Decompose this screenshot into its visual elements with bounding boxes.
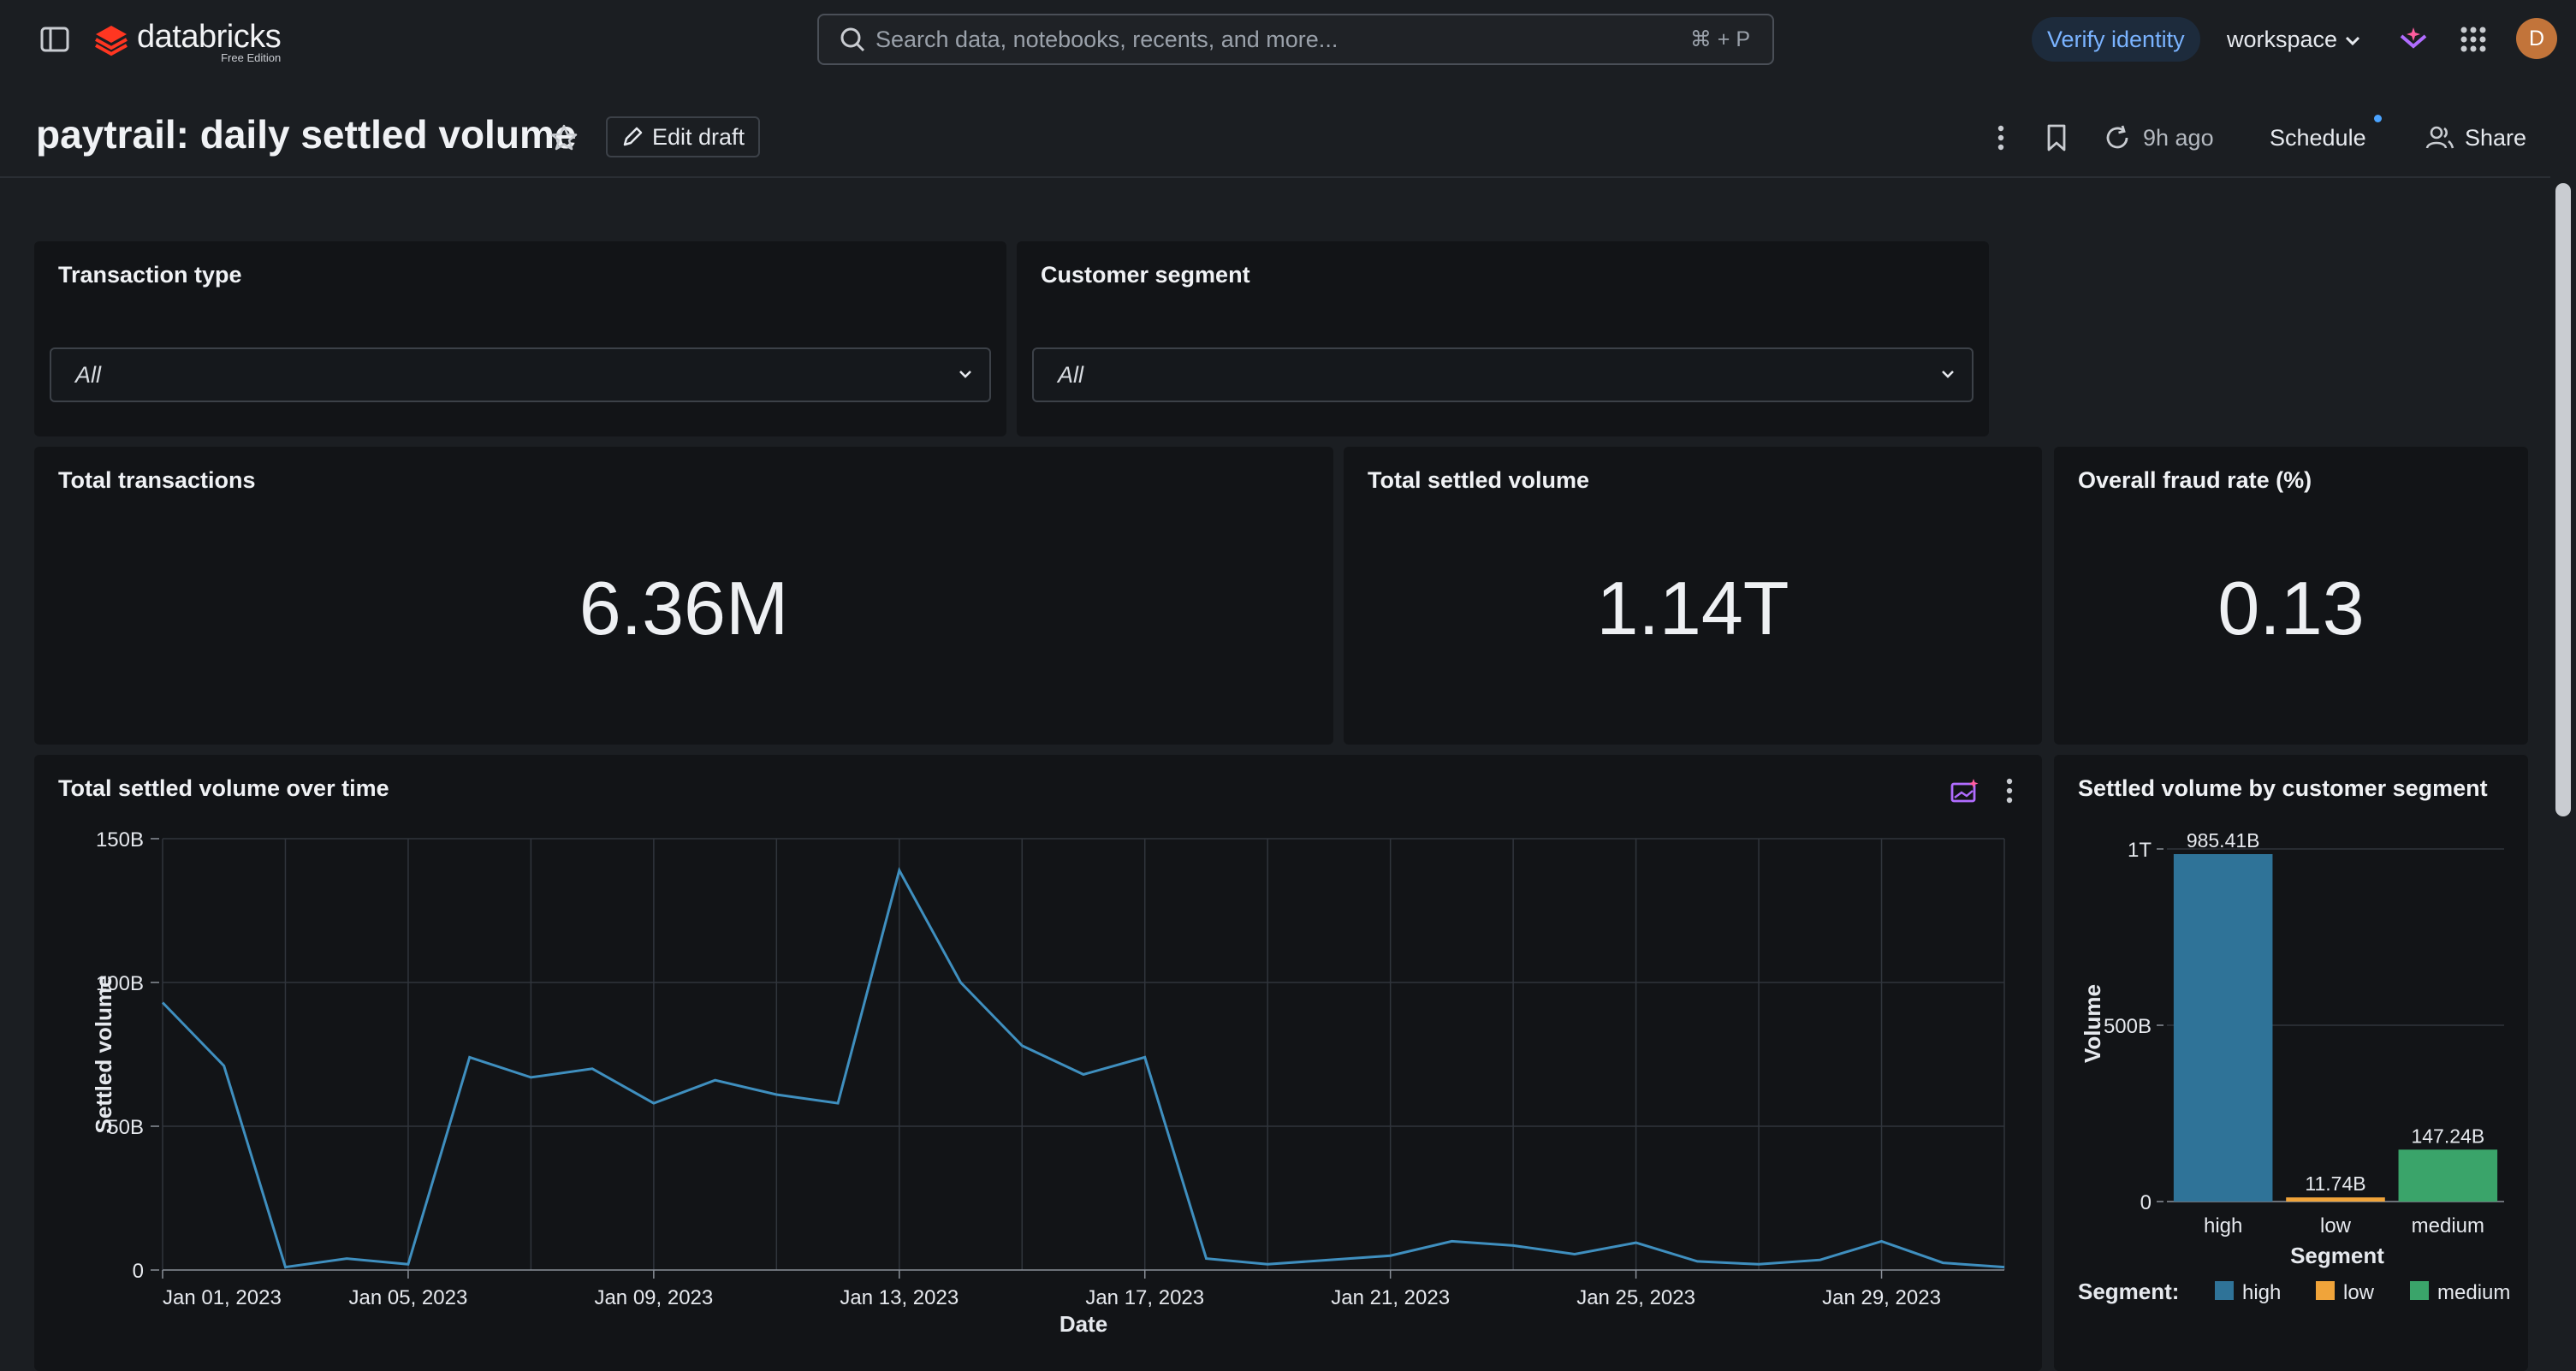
select-value: All <box>75 362 101 389</box>
legend-swatch-medium <box>2410 1281 2429 1300</box>
search-placeholder: Search data, notebooks, recents, and mor… <box>875 27 1338 53</box>
top-bar: databricks Free Edition Search data, not… <box>0 0 2576 82</box>
x-tick-label: Jan 13, 2023 <box>840 1286 959 1309</box>
x-tick-label: medium <box>2412 1214 2484 1237</box>
customer-segment-select[interactable]: All <box>1032 347 1974 402</box>
chevron-down-icon <box>957 361 974 391</box>
refresh-label: 9h ago <box>2143 125 2214 151</box>
bookmark-icon[interactable] <box>2042 122 2071 154</box>
kpi-overall-fraud-rate: Overall fraud rate (%) 0.13 <box>2054 447 2528 745</box>
workspace-selector[interactable]: workspace <box>2227 17 2361 62</box>
sidebar-toggle-icon[interactable] <box>38 24 72 55</box>
workspace-label: workspace <box>2227 27 2337 53</box>
kpi-value: 1.14T <box>1344 565 2042 652</box>
x-tick-label: low <box>2320 1214 2352 1237</box>
kpi-title: Total settled volume <box>1368 467 1589 494</box>
verify-identity-button[interactable]: Verify identity <box>2032 17 2200 62</box>
chevron-down-icon <box>1939 361 1956 391</box>
legend-label[interactable]: high <box>2242 1281 2281 1304</box>
legend-label[interactable]: low <box>2343 1281 2375 1304</box>
search-input[interactable]: Search data, notebooks, recents, and mor… <box>817 14 1774 65</box>
x-tick-label: Jan 21, 2023 <box>1331 1286 1450 1309</box>
chevron-down-icon <box>2344 27 2361 53</box>
databricks-logo-icon <box>94 24 128 61</box>
header-divider <box>0 176 2550 178</box>
legend: high low medium <box>2215 1281 2510 1304</box>
schedule-label: Schedule <box>2270 125 2366 151</box>
apps-grid-icon[interactable] <box>2458 24 2489 55</box>
x-tick-label: Jan 17, 2023 <box>1085 1286 1204 1309</box>
y-tick-label: 0 <box>2140 1191 2152 1214</box>
y-axis-label: Volume <box>2080 984 2105 1063</box>
x-axis-label: Segment <box>2290 1243 2384 1268</box>
transaction-type-select[interactable]: All <box>50 347 991 402</box>
y-tick-label: 1T <box>2128 839 2152 862</box>
bar-high[interactable] <box>2174 854 2273 1202</box>
edit-draft-button[interactable]: Edit draft <box>606 116 760 157</box>
x-tick-label: Jan 09, 2023 <box>594 1286 713 1309</box>
legend-swatch-low <box>2316 1281 2335 1300</box>
bar-value-label: 11.74B <box>2305 1172 2365 1195</box>
kpi-title: Total transactions <box>58 467 256 494</box>
select-value: All <box>1058 362 1083 389</box>
share-label: Share <box>2465 125 2526 151</box>
kpi-total-settled-volume: Total settled volume 1.14T <box>1344 447 2042 745</box>
filter-panel-transaction-type: Transaction type All <box>34 241 1006 436</box>
bar-value-label: 147.24B <box>2411 1125 2484 1147</box>
bar-medium[interactable] <box>2399 1149 2498 1202</box>
y-axis-label: Settled volume <box>91 976 116 1134</box>
refresh-icon <box>2104 124 2131 151</box>
avatar[interactable]: D <box>2516 18 2557 59</box>
legend-swatch-high <box>2215 1281 2234 1300</box>
x-tick-label: Jan 01, 2023 <box>163 1286 282 1309</box>
kpi-value: 0.13 <box>2054 565 2528 652</box>
share-person-icon <box>2425 125 2454 151</box>
bar-value-label: 985.41B <box>2187 829 2260 852</box>
kpi-total-transactions: Total transactions 6.36M <box>34 447 1333 745</box>
page-title: paytrail: daily settled volume <box>36 111 576 157</box>
scrollbar-thumb[interactable] <box>2555 183 2571 816</box>
y-tick-label: 500B <box>2104 1015 2152 1038</box>
x-axis-label: Date <box>1059 1311 1107 1337</box>
legend-title: Segment: <box>2078 1279 2179 1304</box>
schedule-notification-dot <box>2374 115 2382 122</box>
edit-draft-label: Edit draft <box>652 124 745 151</box>
bar-chart: 0 500B 1T 985.41B high 11.74B low 147.24B mediu… <box>2054 755 2528 1354</box>
filter-title: Transaction type <box>58 262 242 288</box>
kpi-value: 6.36M <box>34 565 1333 652</box>
search-shortcut: ⌘ + P <box>1690 27 1750 52</box>
filter-panel-customer-segment: Customer segment All <box>1017 241 1989 436</box>
x-tick-label: Jan 05, 2023 <box>349 1286 468 1309</box>
filter-title: Customer segment <box>1041 262 1250 288</box>
x-tick-label: Jan 25, 2023 <box>1576 1286 1695 1309</box>
pencil-icon <box>621 126 644 148</box>
edition-text: Free Edition <box>137 51 281 64</box>
bar-low[interactable] <box>2286 1197 2385 1202</box>
assistant-icon[interactable] <box>2396 22 2431 56</box>
kebab-icon[interactable] <box>1991 122 2011 154</box>
refresh-button[interactable]: 9h ago <box>2104 122 2214 154</box>
share-button[interactable]: Share <box>2425 122 2526 154</box>
x-tick-label: Jan 29, 2023 <box>1822 1286 1941 1309</box>
series-line <box>163 870 2004 1267</box>
x-tick-label: high <box>2204 1214 2242 1237</box>
kpi-title: Overall fraud rate (%) <box>2078 467 2312 494</box>
y-tick-label: 150B <box>96 828 144 852</box>
logo-text: databricks <box>137 21 281 53</box>
star-icon[interactable] <box>548 122 580 154</box>
legend-label[interactable]: medium <box>2437 1281 2510 1304</box>
y-tick-label: 0 <box>133 1260 144 1283</box>
search-icon <box>840 27 865 52</box>
databricks-logo[interactable]: databricks Free Edition <box>94 21 281 64</box>
schedule-button[interactable]: Schedule <box>2270 122 2366 154</box>
